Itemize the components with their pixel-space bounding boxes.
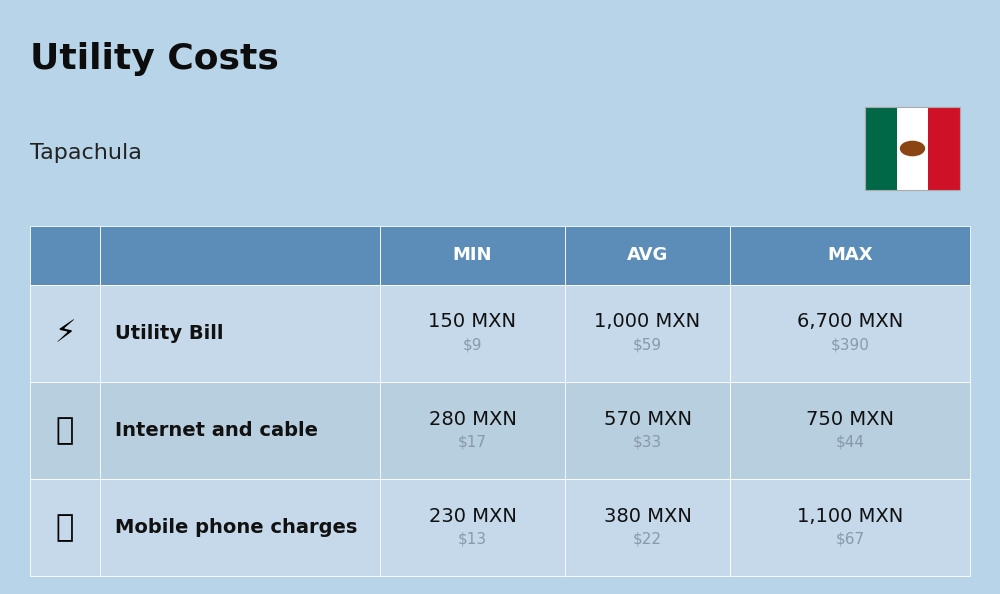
Bar [865, 107, 897, 190]
Text: $22: $22 [633, 532, 662, 547]
Text: 150 MXN: 150 MXN [428, 312, 516, 331]
Text: Mobile phone charges: Mobile phone charges [115, 518, 357, 537]
Text: 📱: 📱 [56, 513, 74, 542]
Text: 380 MXN: 380 MXN [604, 507, 691, 526]
Text: $44: $44 [836, 435, 864, 450]
Text: 1,100 MXN: 1,100 MXN [797, 507, 903, 526]
Bar [30, 226, 100, 285]
Bar [897, 107, 928, 190]
Circle shape [900, 141, 924, 156]
Text: 750 MXN: 750 MXN [806, 409, 894, 428]
Text: Utility Bill: Utility Bill [115, 324, 224, 343]
Bar [865, 107, 960, 190]
Text: $390: $390 [831, 338, 869, 353]
Bar [100, 226, 380, 285]
Bar [928, 107, 960, 190]
Text: $59: $59 [633, 338, 662, 353]
Text: $33: $33 [633, 435, 662, 450]
Text: Internet and cable: Internet and cable [115, 421, 318, 440]
Text: 570 MXN: 570 MXN [604, 409, 692, 428]
Text: Utility Costs: Utility Costs [30, 42, 279, 75]
Text: 1,000 MXN: 1,000 MXN [594, 312, 701, 331]
Text: 6,700 MXN: 6,700 MXN [797, 312, 903, 331]
Text: ⚡: ⚡ [54, 319, 76, 348]
Bar [30, 479, 970, 576]
Text: $17: $17 [458, 435, 487, 450]
Bar [730, 226, 970, 285]
Text: Tapachula: Tapachula [30, 143, 142, 163]
Text: $67: $67 [835, 532, 865, 547]
Bar [565, 226, 730, 285]
Text: AVG: AVG [627, 247, 668, 264]
Bar [380, 226, 565, 285]
Bar [30, 285, 970, 382]
Text: 280 MXN: 280 MXN [429, 409, 516, 428]
Text: $13: $13 [458, 532, 487, 547]
Text: $9: $9 [463, 338, 482, 353]
Text: 230 MXN: 230 MXN [429, 507, 516, 526]
Text: MAX: MAX [827, 247, 873, 264]
Text: 📶: 📶 [56, 416, 74, 445]
Bar [30, 382, 970, 479]
Text: MIN: MIN [453, 247, 492, 264]
